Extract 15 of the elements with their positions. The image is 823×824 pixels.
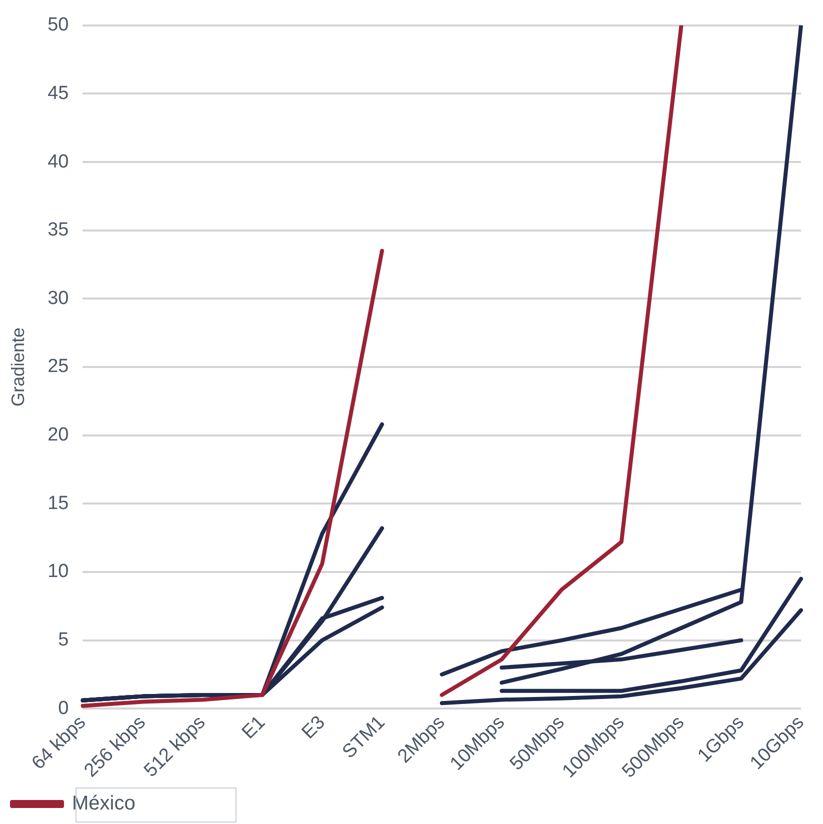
y-tick-label: 5 xyxy=(58,630,69,651)
y-tick-label: 25 xyxy=(48,356,69,378)
x-tick-label: E3 xyxy=(298,712,330,744)
y-tick-label: 35 xyxy=(48,220,69,241)
y-tick-label: 20 xyxy=(48,424,69,446)
y-tick-label: 10 xyxy=(48,561,69,582)
y-tick-label: 50 xyxy=(48,14,69,36)
y-tick-label: 30 xyxy=(48,288,69,309)
y-tick-label: 0 xyxy=(58,698,69,719)
y-tick-label: 15 xyxy=(48,492,69,514)
legend-label: México xyxy=(72,792,136,815)
y-tick-label: 40 xyxy=(48,151,69,172)
y-axis-title: Gradiente xyxy=(8,327,28,407)
x-tick-label: E1 xyxy=(238,712,270,744)
y-tick-label: 45 xyxy=(48,82,69,104)
